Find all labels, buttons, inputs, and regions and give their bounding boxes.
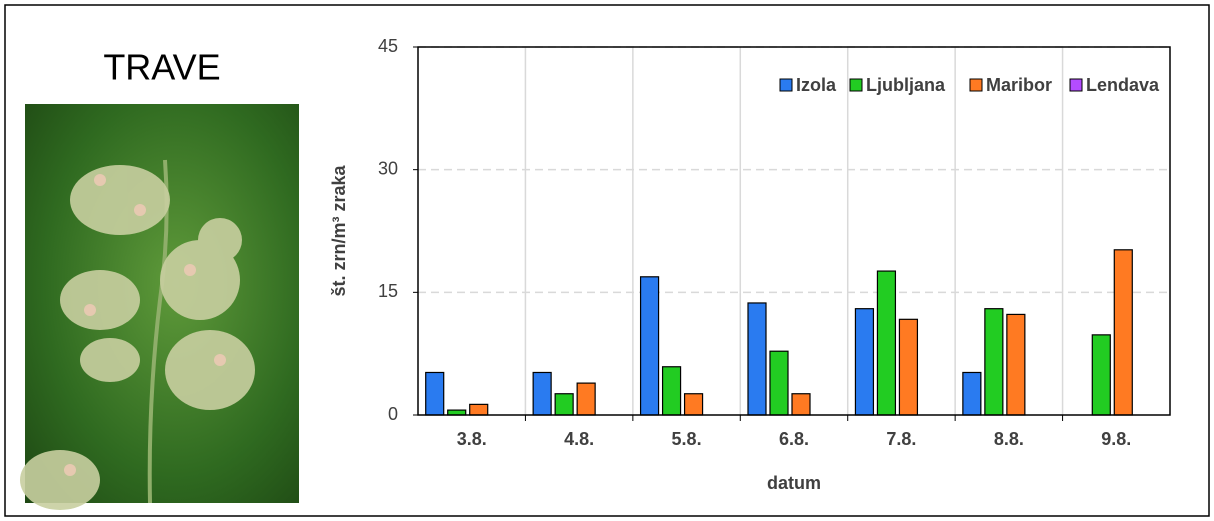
y-tick-label: 45: [378, 36, 398, 56]
legend-label: Ljubljana: [866, 75, 946, 95]
x-tick-label: 5.8.: [672, 429, 702, 449]
bar: [469, 403, 489, 416]
bar: [962, 371, 982, 416]
bar: [576, 382, 596, 416]
bar: [554, 393, 574, 416]
x-tick-label: 7.8.: [886, 429, 916, 449]
bar: [532, 371, 552, 416]
x-tick-label: 9.8.: [1101, 429, 1131, 449]
panel-title: TRAVE: [103, 47, 220, 88]
bar: [876, 270, 897, 416]
legend-label: Maribor: [986, 75, 1052, 95]
bar: [661, 366, 682, 416]
plot-border: [417, 46, 1171, 416]
y-axis-label: št. zrn/m³ zraka: [329, 164, 349, 296]
y-tick-label: 30: [378, 158, 398, 178]
bar: [747, 302, 767, 416]
bar: [1006, 313, 1026, 416]
photo: [20, 104, 299, 510]
frame: [4, 4, 1210, 517]
legend-swatch: [969, 78, 983, 92]
legend-swatch: [1069, 78, 1083, 92]
legend-label: Izola: [796, 75, 837, 95]
y-tick-label: 15: [378, 281, 398, 301]
legend-swatch: [779, 78, 793, 92]
x-tick-label: 8.8.: [994, 429, 1024, 449]
x-tick-label: 4.8.: [564, 429, 594, 449]
bar: [425, 371, 445, 416]
x-tick-label: 6.8.: [779, 429, 809, 449]
bar: [854, 308, 875, 416]
bar: [791, 393, 811, 416]
bar: [898, 318, 919, 416]
bar: [1113, 249, 1133, 416]
bar: [1091, 334, 1111, 416]
x-tick-label: 3.8.: [457, 429, 487, 449]
bar: [683, 393, 704, 416]
legend-swatch: [849, 78, 863, 92]
legend-label: Lendava: [1086, 75, 1160, 95]
bar: [984, 308, 1004, 416]
bar: [769, 350, 789, 416]
bar: [639, 276, 660, 416]
x-axis-label: datum: [767, 473, 821, 493]
y-tick-label: 0: [388, 404, 398, 424]
